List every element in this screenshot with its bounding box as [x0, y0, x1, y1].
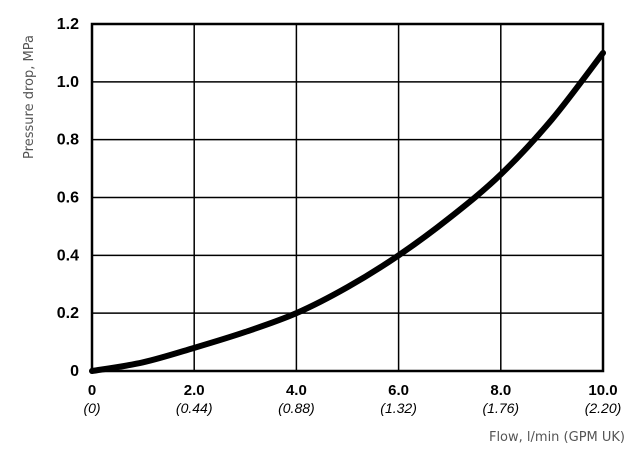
- plot-border: [90, 22, 605, 373]
- x-tick-sublabel-0: (0): [83, 400, 100, 416]
- x-tick-label-4: 8.0: [490, 382, 511, 399]
- x-tick-sublabel-5: (2.20): [585, 400, 622, 416]
- x-tick-label-1: 2.0: [184, 382, 205, 399]
- series-line-0: [89, 49, 606, 374]
- grid: [92, 24, 603, 371]
- y-tick-label-1: 0.2: [57, 305, 79, 322]
- x-axis-label: Flow, l/min (GPM UK): [489, 430, 625, 445]
- y-axis-label: Pressure drop, MPa: [22, 35, 37, 159]
- x-tick-sublabel-1: (0.44): [176, 400, 213, 416]
- y-tick-label-4: 0.8: [57, 132, 79, 149]
- x-tick-label-2: 4.0: [286, 382, 307, 399]
- y-tick-label-5: 1.0: [57, 74, 79, 91]
- y-tick-labels: 0 0.2 0.4 0.6 0.8 1.0 1.2: [57, 16, 79, 380]
- x-tick-label-3: 6.0: [388, 382, 409, 399]
- y-tick-label-6: 1.2: [57, 16, 79, 33]
- x-tick-label-0: 0: [88, 382, 96, 399]
- x-tick-sublabel-2: (0.88): [278, 400, 315, 416]
- series-layer: [89, 49, 606, 374]
- y-tick-label-2: 0.4: [57, 247, 79, 264]
- x-tick-sublabel-3: (1.32): [380, 400, 417, 416]
- y-tick-label-3: 0.6: [57, 190, 79, 207]
- x-tick-sublabel-4: (1.76): [483, 400, 520, 416]
- x-tick-labels: 0(0) 2.0(0.44) 4.0(0.88) 6.0(1.32) 8.0(1.76)…: [83, 382, 621, 416]
- plot-frame: [90, 22, 605, 373]
- y-tick-label-0: 0: [70, 363, 79, 380]
- x-tick-label-5: 10.0: [588, 382, 617, 399]
